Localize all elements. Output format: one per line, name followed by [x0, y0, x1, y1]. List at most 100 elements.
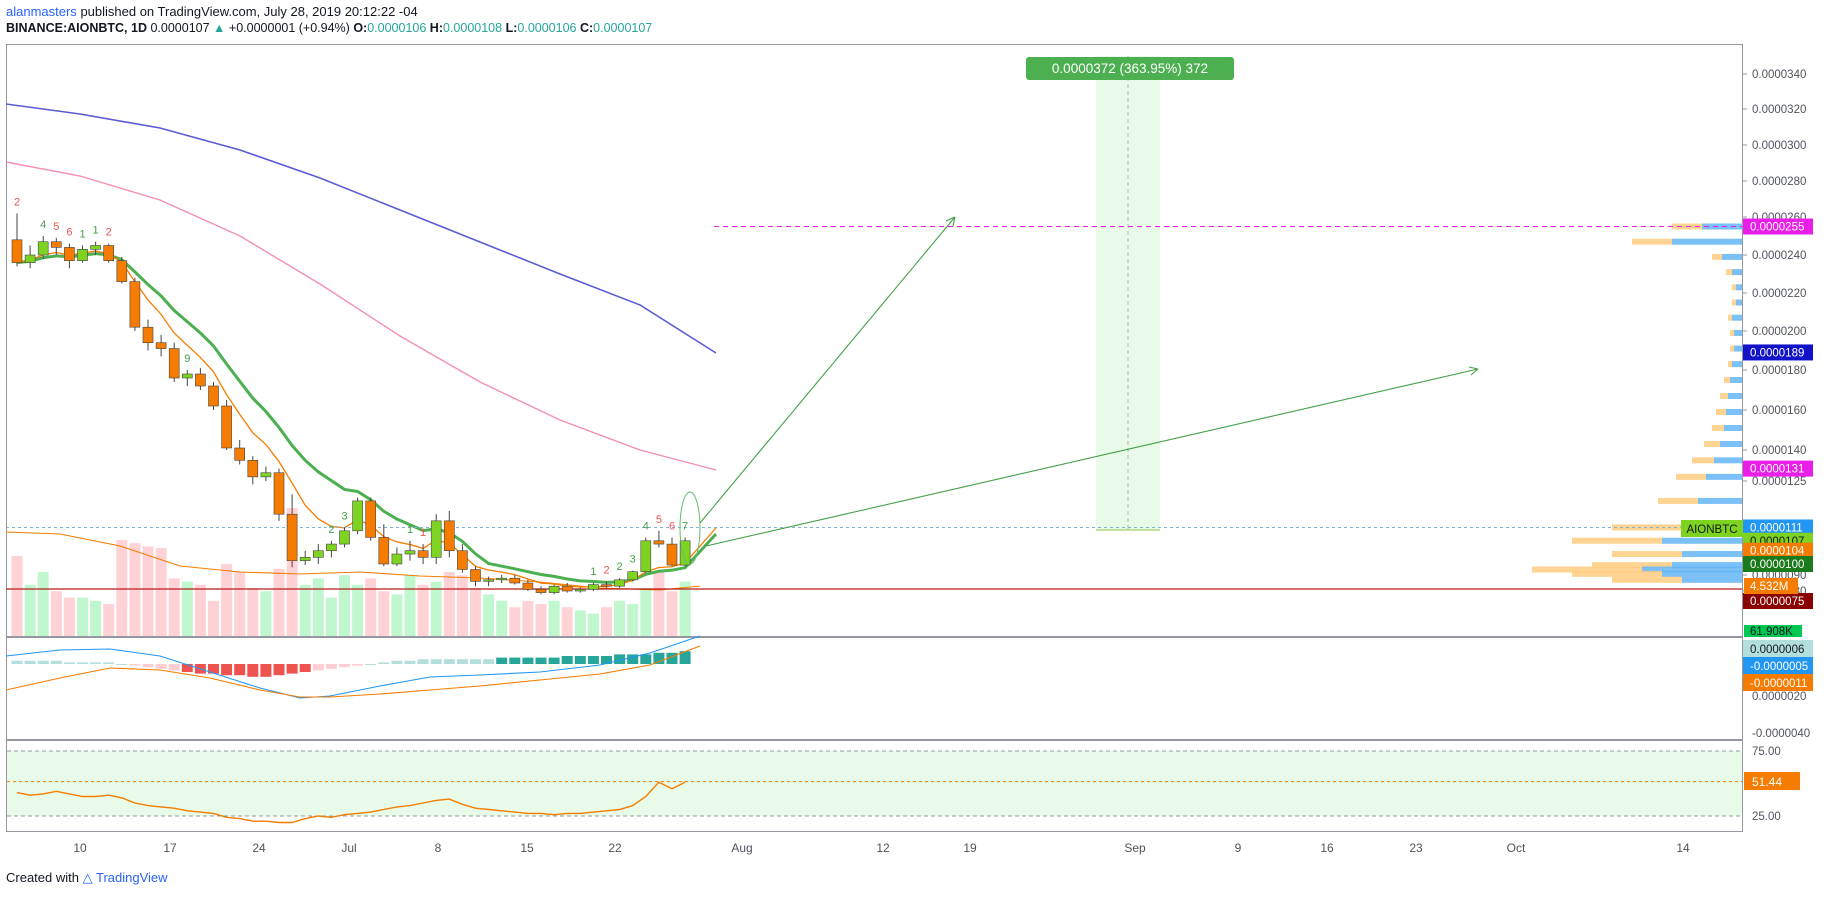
- target-arrow[interactable]: [699, 216, 956, 524]
- candle[interactable]: [574, 589, 586, 592]
- macd-histogram-bar: [312, 664, 324, 671]
- macd-histogram-bar: [614, 654, 626, 664]
- volume-profile-bar-down: [1706, 473, 1742, 480]
- candle[interactable]: [627, 571, 639, 581]
- candle[interactable]: [77, 249, 88, 262]
- volume-bar: [391, 594, 403, 636]
- candle[interactable]: [116, 260, 128, 282]
- candle[interactable]: [496, 577, 508, 581]
- td-count-label: 2: [617, 561, 623, 573]
- candle[interactable]: [129, 281, 141, 328]
- high-value: 0.0000108: [443, 21, 503, 35]
- candle[interactable]: [483, 579, 494, 582]
- tradingview-link[interactable]: TradingView: [96, 870, 168, 885]
- candle[interactable]: [168, 348, 180, 379]
- volume-bar: [247, 588, 259, 636]
- candle[interactable]: [312, 550, 324, 558]
- price-tick-label: 0.0000180: [1752, 365, 1806, 377]
- candle[interactable]: [260, 472, 272, 478]
- price-change: +0.0000001 (+0.94%): [228, 21, 350, 35]
- td-count-label: 2: [328, 524, 334, 536]
- candle[interactable]: [653, 540, 665, 545]
- candle[interactable]: [378, 537, 390, 565]
- volume-bar: [299, 584, 311, 636]
- candle[interactable]: [90, 245, 101, 250]
- candle[interactable]: [457, 550, 468, 570]
- candle[interactable]: [37, 241, 49, 256]
- main-pane[interactable]: [6, 44, 1743, 637]
- x-tick-label: 14: [1676, 841, 1690, 855]
- candle[interactable]: [548, 585, 560, 593]
- volume-bar: [325, 597, 337, 636]
- candle[interactable]: [352, 500, 363, 532]
- macd-histogram-bar: [273, 664, 285, 676]
- candle[interactable]: [195, 373, 206, 387]
- macd-histogram-bar: [63, 662, 75, 664]
- volume-bar: [11, 556, 23, 636]
- volume-bar: [456, 575, 468, 636]
- volume-profile-bar-down: [1662, 537, 1742, 544]
- candle[interactable]: [64, 247, 75, 261]
- symbol-name[interactable]: BINANCE:AIONBTC, 1D: [6, 21, 147, 35]
- x-tick-label: Aug: [731, 841, 752, 855]
- candle[interactable]: [234, 447, 245, 461]
- candle[interactable]: [339, 530, 350, 545]
- candle[interactable]: [208, 385, 219, 407]
- candle[interactable]: [286, 513, 298, 561]
- td-count-label: 9: [184, 353, 190, 365]
- candle[interactable]: [470, 569, 481, 582]
- rsi-value-label: 51.44: [1752, 775, 1782, 789]
- candle[interactable]: [11, 239, 23, 263]
- candle[interactable]: [155, 342, 167, 349]
- candle[interactable]: [430, 520, 442, 558]
- candle[interactable]: [679, 540, 691, 566]
- candle[interactable]: [273, 472, 285, 515]
- candle[interactable]: [247, 460, 259, 478]
- candle[interactable]: [182, 373, 193, 379]
- candle[interactable]: [142, 326, 154, 344]
- candle[interactable]: [299, 557, 311, 561]
- candle[interactable]: [443, 520, 455, 552]
- volume-bar: [116, 540, 128, 636]
- symbol-tag: [1681, 520, 1743, 537]
- author-link[interactable]: alanmasters: [6, 4, 77, 19]
- candle[interactable]: [221, 405, 232, 449]
- open-label: O:: [353, 21, 368, 35]
- volume-bar: [627, 604, 639, 636]
- target-badge[interactable]: [1026, 57, 1234, 80]
- volume-profile-bar-down: [1734, 345, 1742, 352]
- volume-profile-bar-up: [1632, 238, 1672, 245]
- trend-arrow[interactable]: [705, 368, 1479, 547]
- candle[interactable]: [601, 584, 612, 587]
- macd-pane[interactable]: [6, 637, 1743, 740]
- candle[interactable]: [50, 241, 62, 248]
- candle[interactable]: [326, 543, 337, 552]
- volume-profile-bar-up: [1728, 314, 1732, 321]
- candle[interactable]: [509, 577, 521, 584]
- candle[interactable]: [365, 500, 377, 538]
- volume-profile-bar-up: [1730, 329, 1734, 336]
- volume-tag: [1744, 578, 1798, 594]
- candle[interactable]: [666, 543, 678, 566]
- volume-bar: [548, 600, 560, 636]
- td-count-label: 2: [106, 227, 112, 239]
- volume-bar: [352, 584, 364, 636]
- candle[interactable]: [614, 579, 625, 587]
- candle[interactable]: [561, 585, 573, 592]
- candle[interactable]: [640, 540, 652, 573]
- candle[interactable]: [535, 589, 547, 593]
- candle[interactable]: [24, 254, 36, 263]
- candle[interactable]: [588, 584, 599, 590]
- volume-profile-bar-down: [1732, 314, 1742, 321]
- candle[interactable]: [404, 550, 416, 555]
- candle[interactable]: [103, 245, 114, 261]
- macd-histogram-bar: [456, 659, 468, 664]
- ema-orange-level-tag: [1743, 542, 1813, 559]
- candle[interactable]: [522, 582, 534, 590]
- macd-histogram-bar: [653, 652, 665, 664]
- x-tick-label: 10: [73, 841, 87, 855]
- candle[interactable]: [391, 553, 403, 565]
- macd-histogram-bar: [587, 656, 599, 664]
- candle[interactable]: [417, 550, 429, 558]
